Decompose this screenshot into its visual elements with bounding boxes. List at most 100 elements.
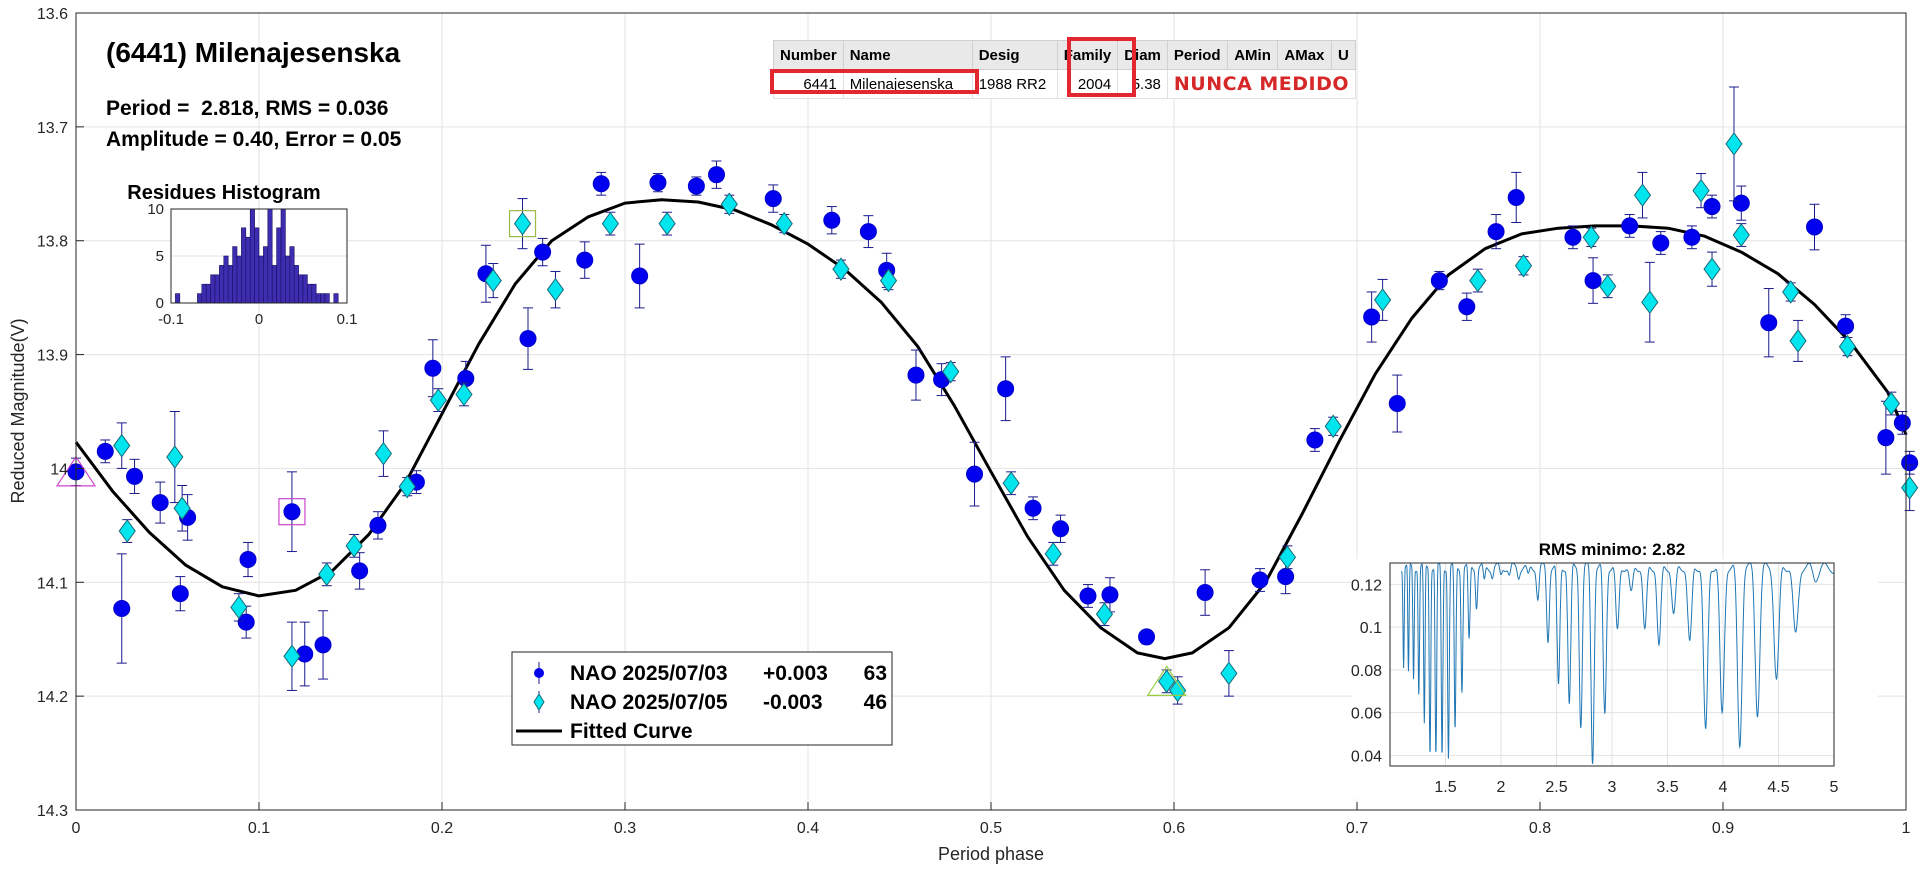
histogram-bar bbox=[302, 274, 308, 304]
data-point bbox=[1692, 173, 1710, 209]
data-point bbox=[879, 268, 898, 293]
histogram-bar bbox=[175, 293, 181, 304]
data-point bbox=[237, 605, 255, 639]
circle-marker bbox=[687, 177, 705, 195]
histogram-bar bbox=[315, 293, 321, 304]
x-tick-label: 0.4 bbox=[797, 820, 819, 837]
rms-x-tick-label: 2.5 bbox=[1545, 779, 1567, 796]
data-point bbox=[424, 339, 442, 398]
data-point bbox=[239, 541, 257, 578]
diamond-marker bbox=[166, 445, 184, 469]
diamond-marker bbox=[455, 382, 473, 407]
y-ticks: 13.6 13.7 13.8 13.9 14 14.1 14.2 14.3 bbox=[37, 6, 84, 820]
circle-marker bbox=[534, 243, 552, 261]
data-point bbox=[118, 519, 136, 543]
rms-y-tick-label: 0.04 bbox=[1351, 748, 1382, 765]
circle-marker bbox=[369, 516, 387, 534]
highlighted-points bbox=[55, 210, 1187, 696]
histogram-bar bbox=[258, 255, 264, 304]
never-measured-note: NUNCA MEDIDO bbox=[1166, 69, 1357, 99]
circle-marker bbox=[519, 330, 537, 348]
data-point bbox=[1641, 261, 1659, 343]
data-point bbox=[1652, 231, 1670, 255]
circle-marker bbox=[1732, 194, 1750, 212]
circle-marker bbox=[171, 585, 189, 603]
diamond-marker bbox=[1044, 541, 1062, 566]
diamond-marker bbox=[283, 644, 301, 669]
circle-marker bbox=[907, 366, 925, 384]
y-tick-label: 13.8 bbox=[37, 234, 68, 251]
highlight-box-row bbox=[770, 69, 979, 94]
circle-marker bbox=[1024, 499, 1042, 517]
circle-marker bbox=[113, 599, 131, 617]
data-point bbox=[649, 173, 667, 193]
diamond-marker bbox=[1882, 391, 1900, 416]
circle-marker bbox=[997, 380, 1015, 398]
x-tick-label: 0.5 bbox=[980, 820, 1002, 837]
header-number: Number bbox=[773, 40, 844, 70]
data-point bbox=[166, 411, 184, 504]
histogram-bar bbox=[254, 227, 260, 304]
circle-marker bbox=[1306, 431, 1324, 449]
data-point bbox=[658, 211, 676, 236]
data-point bbox=[345, 533, 363, 558]
circle-marker bbox=[283, 503, 301, 521]
data-point bbox=[907, 349, 925, 401]
rms-x-tick-label: 4 bbox=[1719, 779, 1728, 796]
data-point bbox=[1584, 257, 1602, 304]
data-point bbox=[1079, 584, 1097, 608]
diamond-marker bbox=[1095, 602, 1114, 627]
rms-x-tick-label: 5 bbox=[1830, 779, 1839, 796]
rms-y-tick-label: 0.1 bbox=[1360, 620, 1382, 637]
data-point bbox=[113, 422, 131, 469]
rms-frame bbox=[1389, 562, 1835, 767]
data-point bbox=[296, 621, 314, 687]
circle-marker bbox=[1052, 520, 1070, 538]
diamond-marker bbox=[318, 562, 336, 587]
diamond-marker bbox=[832, 257, 850, 282]
data-point bbox=[1599, 274, 1617, 299]
header-diam: Diam bbox=[1117, 40, 1168, 70]
data-point bbox=[966, 441, 984, 507]
data-point bbox=[1877, 400, 1895, 475]
x-tick-label: 0.3 bbox=[614, 820, 636, 837]
histogram-bar bbox=[210, 274, 216, 304]
data-point bbox=[513, 198, 532, 250]
circle-marker bbox=[1703, 198, 1721, 216]
circle-marker bbox=[1101, 586, 1119, 604]
data-point bbox=[1278, 545, 1297, 570]
fitted-curve bbox=[74, 198, 1908, 661]
data-point bbox=[171, 576, 189, 612]
diamond-marker bbox=[1725, 132, 1743, 156]
histogram-bar bbox=[232, 246, 238, 304]
data-point bbox=[1158, 669, 1176, 694]
data-point bbox=[942, 359, 960, 384]
histogram-bars bbox=[175, 208, 339, 304]
circle-marker bbox=[1584, 272, 1602, 290]
data-point bbox=[1251, 568, 1269, 592]
circle-marker bbox=[1837, 317, 1855, 335]
histogram-bar bbox=[333, 293, 339, 304]
data-point bbox=[351, 552, 369, 590]
circle-marker bbox=[859, 223, 877, 241]
x-tick-label: 0.6 bbox=[1163, 820, 1185, 837]
data-point bbox=[1564, 225, 1582, 250]
circle-marker bbox=[592, 175, 610, 193]
histogram-bar bbox=[320, 293, 326, 304]
circle-marker bbox=[631, 267, 649, 285]
data-point bbox=[1582, 225, 1600, 250]
y-tick-label: 14.3 bbox=[37, 803, 68, 820]
data-point bbox=[1782, 280, 1800, 304]
diamond-marker bbox=[1703, 257, 1721, 282]
circle-marker bbox=[1196, 584, 1214, 602]
hist-x-tick-label: -0.1 bbox=[158, 311, 184, 328]
diamond-marker bbox=[230, 595, 248, 620]
data-point bbox=[1220, 650, 1238, 697]
data-point bbox=[283, 621, 301, 691]
data-point bbox=[1052, 514, 1070, 543]
histogram-bar bbox=[293, 265, 299, 304]
data-point bbox=[1514, 253, 1533, 278]
rms-line bbox=[1401, 562, 1835, 764]
x-tick-label: 0.8 bbox=[1529, 820, 1551, 837]
histogram-bar bbox=[324, 293, 330, 304]
